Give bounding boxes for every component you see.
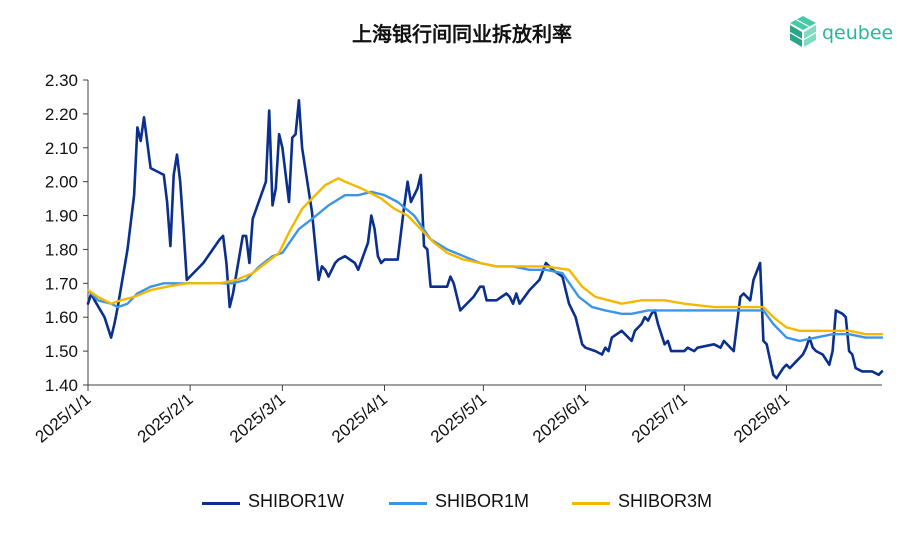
chart-title: 上海银行间同业拆放利率 bbox=[352, 22, 572, 46]
legend-swatch bbox=[572, 502, 610, 505]
x-tick-label: 2025/5/1 bbox=[427, 390, 490, 447]
y-tick-label: 2.00 bbox=[45, 173, 78, 192]
y-tick-label: 1.50 bbox=[45, 342, 78, 361]
chart-legend: SHIBOR1W SHIBOR1M SHIBOR3M bbox=[0, 491, 924, 515]
x-tick-label: 2025/6/1 bbox=[529, 390, 592, 447]
x-tick-label: 2025/2/1 bbox=[134, 390, 197, 447]
line-chart: 2.30 2.20 2.10 2.00 1.90 1.80 1.70 1.60 1.50 1.40… bbox=[32, 71, 884, 447]
legend-swatch bbox=[389, 502, 427, 505]
y-tick-label: 1.60 bbox=[45, 308, 78, 327]
x-tick-label: 2025/4/1 bbox=[328, 390, 391, 447]
cube-logo-icon bbox=[789, 16, 817, 47]
legend-label: SHIBOR1M bbox=[435, 491, 530, 511]
x-tick-label: 2025/7/1 bbox=[628, 390, 691, 447]
legend-label: SHIBOR3M bbox=[618, 491, 713, 511]
x-tick-label: 2025/1/1 bbox=[32, 390, 95, 447]
y-tick-label: 1.70 bbox=[45, 274, 78, 293]
y-tick-label: 1.40 bbox=[45, 376, 78, 395]
legend-label: SHIBOR1W bbox=[248, 491, 345, 511]
y-tick-label: 2.30 bbox=[45, 71, 78, 90]
y-tick-label: 1.90 bbox=[45, 207, 78, 226]
series-line-shibor1w bbox=[86, 99, 884, 380]
logo-text: qeubee bbox=[822, 22, 894, 44]
y-tick-label: 1.80 bbox=[45, 240, 78, 259]
x-tick-label: 2025/3/1 bbox=[226, 390, 289, 447]
qeubee-logo: qeubee bbox=[786, 14, 906, 54]
x-tick-label: 2025/8/1 bbox=[730, 390, 793, 447]
legend-swatch bbox=[202, 502, 240, 505]
series-line-shibor3m bbox=[86, 177, 884, 336]
y-tick-label: 2.20 bbox=[45, 105, 78, 124]
y-tick-label: 2.10 bbox=[45, 139, 78, 158]
